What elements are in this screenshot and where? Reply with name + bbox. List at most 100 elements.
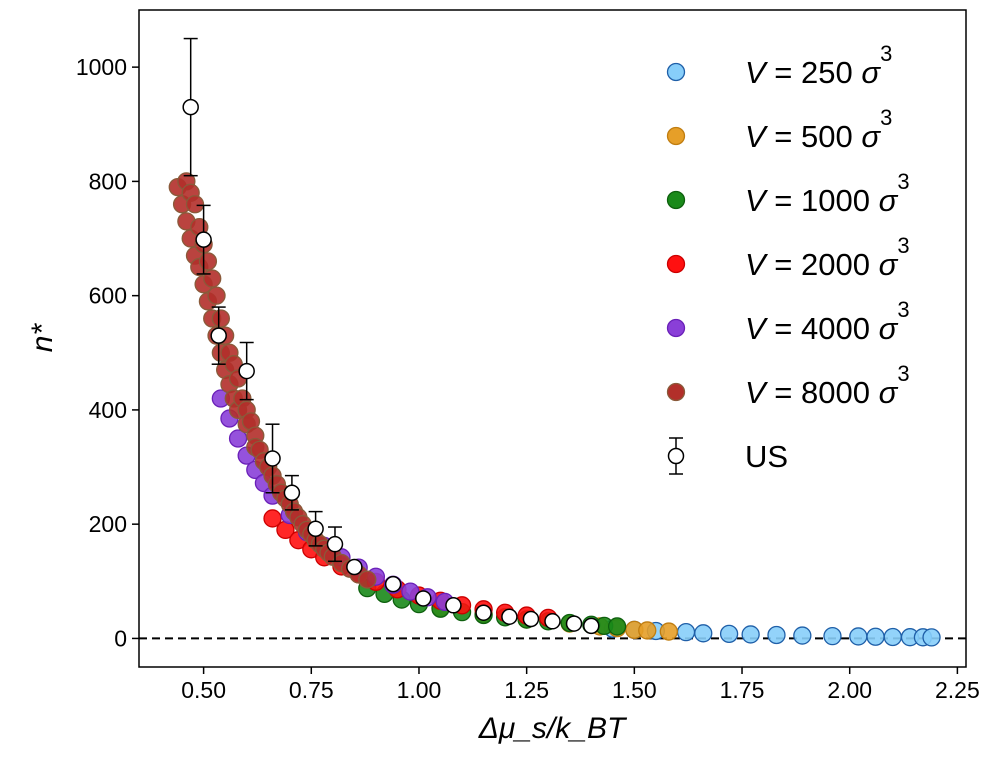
x-tick-label: 2.00 (827, 677, 872, 703)
legend-var: V (745, 375, 769, 410)
legend-var: V (745, 183, 769, 218)
legend-unit: σ (861, 55, 881, 90)
data-point (922, 628, 941, 647)
data-point (207, 286, 226, 305)
y-axis-title: n* (26, 322, 59, 352)
legend-exp: 3 (897, 169, 909, 194)
data-point (445, 597, 462, 614)
legend-num: 4000 (801, 311, 879, 346)
plot-marks (139, 37, 966, 647)
legend-var: V (745, 247, 769, 282)
y-tick-label: 800 (89, 168, 127, 194)
y-tick-label: 0 (114, 625, 127, 651)
legend-label: V = 8000 σ3 (745, 361, 910, 410)
legend-unit: σ (879, 311, 899, 346)
legend-unit: σ (861, 119, 881, 154)
data-point (694, 624, 713, 643)
legend-eq: = (766, 55, 801, 90)
data-point (583, 617, 600, 635)
legend-exp: 3 (880, 105, 892, 130)
legend-label: V = 4000 σ3 (745, 297, 910, 346)
data-point (501, 608, 518, 625)
data-point (198, 252, 218, 271)
legend-num: 500 (801, 119, 861, 154)
data-point (210, 327, 227, 344)
plot-frame (138, 9, 967, 668)
x-tick-label: 1.00 (397, 677, 442, 703)
data-point (238, 362, 255, 380)
legend-marker (666, 126, 686, 146)
legend-marker (666, 382, 686, 402)
legend-exp: 3 (897, 297, 909, 322)
data-point (358, 570, 377, 589)
x-tick-label: 0.50 (181, 677, 226, 703)
x-tick-label: 1.75 (720, 677, 765, 703)
data-point (719, 624, 739, 644)
data-point (544, 613, 561, 630)
legend-marker (666, 254, 686, 274)
y-tick-label: 1000 (76, 54, 127, 80)
x-tick-label: 1.25 (504, 677, 549, 703)
legend-eq: = (766, 183, 801, 218)
data-point (607, 617, 627, 636)
data-point (263, 509, 282, 528)
legend-num: 1000 (801, 183, 879, 218)
data-point (182, 98, 199, 116)
legend-var: V (745, 55, 769, 90)
data-point (346, 558, 363, 576)
data-point (384, 575, 402, 593)
legend-num: 8000 (801, 375, 879, 410)
legend-exp: 3 (897, 233, 909, 258)
data-point (211, 309, 230, 328)
data-point (741, 625, 760, 644)
data-point (767, 625, 786, 645)
data-point (883, 627, 902, 647)
legend-var: V (745, 119, 769, 154)
legend-marker (666, 62, 686, 82)
legend-exp: 3 (880, 41, 892, 66)
data-point (195, 231, 212, 248)
legend-exp: 3 (897, 361, 909, 386)
data-point (849, 627, 868, 646)
legend-eq: = (766, 119, 801, 154)
data-point (522, 610, 540, 628)
legend-marker (666, 190, 686, 210)
legend-label: V = 2000 σ3 (745, 233, 910, 282)
data-point (659, 622, 678, 641)
data-point (638, 621, 657, 640)
data-point (228, 429, 248, 448)
data-point (283, 484, 301, 502)
x-tick-label: 1.50 (612, 677, 657, 703)
data-point (264, 450, 281, 467)
legend-marker (667, 447, 685, 465)
data-point (307, 520, 324, 537)
data-point (866, 627, 885, 646)
legend-num: 250 (801, 55, 861, 90)
legend-label: V = 250 σ3 (745, 41, 892, 90)
legend-var: V (745, 311, 769, 346)
x-axis-title: Δμ_s/k_BT (478, 712, 628, 745)
data-point (185, 195, 205, 214)
legend-label: US (745, 439, 788, 474)
data-point (823, 626, 842, 646)
legend-eq: = (766, 247, 801, 282)
series-us (182, 37, 600, 635)
data-point (326, 535, 344, 553)
x-tick-label: 0.75 (289, 677, 334, 703)
data-point (565, 615, 583, 632)
legend-unit: σ (879, 183, 899, 218)
legend-label: V = 500 σ3 (745, 105, 892, 154)
legend-marker (666, 318, 686, 338)
y-tick-label: 600 (89, 283, 127, 309)
y-tick-label: 200 (89, 511, 127, 537)
legend-label: V = 1000 σ3 (745, 169, 910, 218)
legend-eq: = (766, 375, 801, 410)
x-tick-label: 2.25 (935, 677, 980, 703)
legend: V = 250 σ3V = 500 σ3V = 1000 σ3V = 2000 … (666, 41, 910, 475)
axis-ticks: 0.50 0.75 1.00 1.25 1.50 1.75 2.00 2.25 0 200 400 6… (76, 54, 980, 703)
data-point (475, 604, 492, 621)
legend-eq: = (766, 311, 801, 346)
data-point (203, 269, 222, 288)
legend-unit: σ (879, 247, 899, 282)
